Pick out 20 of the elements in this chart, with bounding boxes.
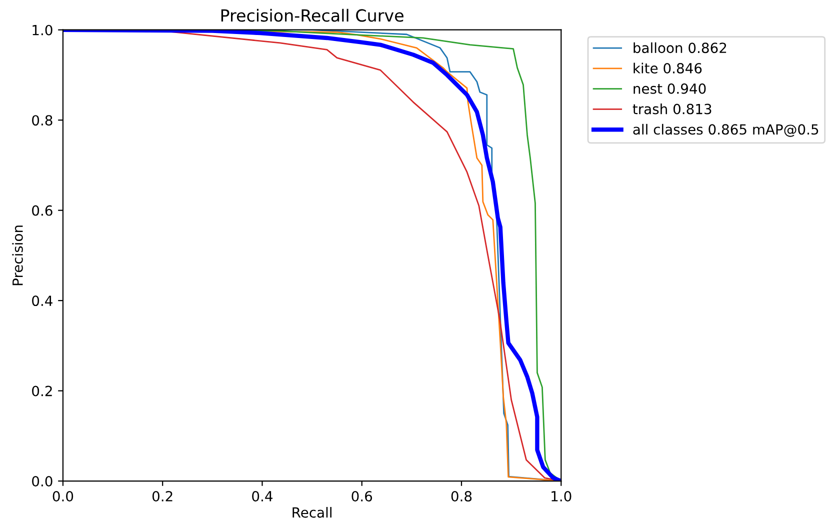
- legend-label: nest 0.940: [634, 83, 706, 94]
- x-tick-label: 0.4: [252, 491, 272, 502]
- x-tick-label: 0.6: [352, 491, 372, 502]
- x-tick-label: 1.0: [552, 491, 572, 502]
- legend-label: kite 0.846: [634, 62, 702, 74]
- x-tick-label: 0.0: [52, 491, 74, 502]
- y-tick-label: 1.0: [32, 24, 52, 36]
- legend-label: all classes 0.865 mAP@0.5: [633, 124, 818, 137]
- y-tick-label: 0.0: [32, 476, 52, 487]
- y-tick-label: 0.8: [32, 115, 52, 126]
- y-tick-label: 0.6: [32, 205, 52, 216]
- x-tick-label: 0.2: [152, 491, 172, 502]
- x-axis-title: Recall: [292, 506, 332, 518]
- y-tick-label: 0.2: [32, 386, 52, 396]
- legend-label: trash 0.813: [632, 104, 712, 114]
- x-tick-label: 0.8: [451, 491, 472, 502]
- legend-label: balloon 0.862: [634, 42, 726, 54]
- chart-title: Precision-Recall Curve: [221, 8, 404, 22]
- y-axis-title: Precision: [12, 226, 23, 286]
- y-tick-label: 0.4: [32, 296, 52, 306]
